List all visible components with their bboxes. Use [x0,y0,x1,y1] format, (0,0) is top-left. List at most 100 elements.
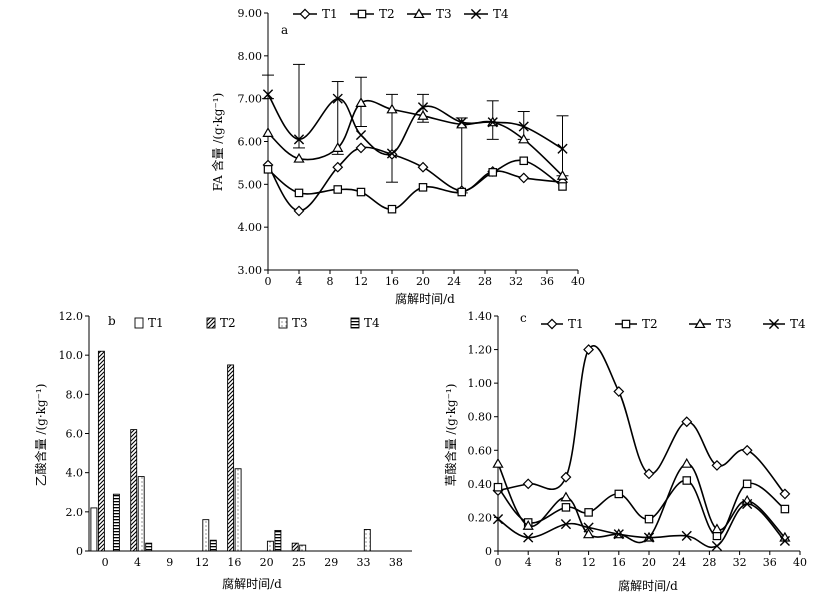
panel-a-point-T2-shape [519,156,529,166]
panel-c-legend-marker-T3-shape [694,318,706,329]
panel-c-point-T4-shape [613,529,624,540]
panel-a-point-T2 [356,187,366,197]
panel-a-point-T4 [332,93,343,104]
panel-c-point-T4 [779,535,790,547]
panel-c-ytick-label: 1.40 [468,310,493,323]
panel-b-letter: b [108,314,116,328]
panel-c-point-T3-shape [681,457,693,468]
panel-c-point-T4 [681,530,692,541]
panel-c-point-T3 [711,523,723,534]
panel-b-legend-swatch-T1 [134,317,144,329]
panel-a-legend-label-T4: T4 [493,7,509,21]
panel-c-point-T1-shape [741,444,753,456]
panel-c-ylabel: 草酸含量 /(g·kg⁻¹) [443,384,458,487]
panel-c: c 腐解时间/d 草酸含量 /(g·kg⁻¹) 0 0.20 0.40 0.60 0.8… [443,310,807,593]
panel-c-point-T4 [643,532,655,543]
panel-a-point-T3-shape [332,142,344,152]
panel-c-point-T1 [741,444,753,456]
panel-c-xtick-label: 36 [763,556,777,569]
panel-c-xtick-label: 40 [793,556,807,569]
panel-a-point-T4 [557,143,568,154]
panel-a-legend-marker-T3 [413,8,425,19]
panel-c-legend-label-T1: T1 [568,317,584,331]
panel-c-point-T4 [711,540,723,552]
panel-b-bar-T4 [209,539,217,552]
panel-a-point-T2 [488,168,498,177]
panel-a-point-T3 [386,103,398,114]
panel-a-point-T3-shape [518,133,530,144]
panel-c-point-T3 [522,520,534,530]
panel-a-point-T2-shape [387,204,397,214]
panel-c-point-T1-shape [522,478,534,490]
panel-c-point-T4-shape [643,532,655,543]
panel-b-bar-T4 [112,493,120,552]
panel-c-point-T2-shape [780,504,790,514]
panel-a-point-T4-shape [417,102,429,113]
panel-c-legend-marker-T2-shape [621,319,631,329]
panel-c-ytick-label: 0.20 [468,511,493,524]
panel-c-point-T1-shape [613,386,625,397]
panel-a-point-T2-shape [558,182,567,191]
panel-c-point-T1 [779,488,791,500]
panel-a-xtick-label: 28 [478,275,492,288]
panel-c-point-T4-shape [711,540,723,552]
panel-b-xtick-label: 9 [166,556,173,569]
panel-a-point-T1-shape [355,142,367,154]
panel-c-xtick-label: 12 [582,556,596,569]
panel-b-bar-T3 [202,519,210,552]
panel-c-point-T4-shape [492,514,504,525]
panel-b-xtick-label: 12 [195,556,209,569]
panel-c-point-T1-shape [583,344,595,356]
panel-a-point-T4-shape [355,129,367,141]
panel-a-point-T2 [333,185,343,194]
panel-a-point-T4-shape [557,143,568,154]
panel-c-point-T2-shape [712,531,722,541]
panel-a-point-T4-shape [456,117,467,128]
panel-a-point-T2 [457,187,467,197]
panel-a-legend-label-T1: T1 [322,7,338,21]
panel-c-point-T2 [493,482,503,492]
panel-c-point-T1-shape [779,488,791,500]
panel-c-point-T4-shape [681,530,692,541]
panel-c-point-T1 [681,416,693,428]
panel-a-ytick-label: 3.00 [238,264,263,277]
panel-a-legend-marker-T2 [357,9,367,19]
panel-c-legend-marker-T4-shape [768,318,780,330]
panel-a-point-T2-shape [488,168,498,177]
panel-b-bar-T3 [234,468,242,552]
panel-c-point-T2-shape [682,476,692,485]
panel-c-point-T4 [523,532,534,543]
panel-a-point-T3-shape [417,109,429,120]
panel-c-point-T4 [583,522,594,533]
panel-b-legend-swatch-T4 [350,317,360,329]
panel-c-ytick-label: 0.80 [468,411,493,424]
panel-a-point-T3-shape [386,103,398,114]
panel-c-point-T3 [492,457,504,468]
panel-a-point-T3 [262,127,274,137]
panel-a-legend-marker-T3-shape [413,8,425,19]
panel-c-point-T2 [584,508,593,517]
panel-c-point-T1 [522,478,534,490]
panel-a-point-T2-shape [263,165,273,174]
panel-b-xtick-label: 4 [134,556,141,569]
panel-c-series-line-T4 [497,503,786,549]
panel-c-legend-label-T3: T3 [716,317,732,331]
panel-c-xlabel: 腐解时间/d [618,578,678,593]
panel-b-ytick-label: 10.0 [59,349,84,362]
panel-a-ytick-label: 5.00 [238,178,263,191]
panel-a-point-T1 [518,172,530,184]
panel-a-point-T1-shape [417,161,429,173]
panel-a-point-T2-shape [418,183,428,192]
panel-a-point-T3-shape [293,152,305,163]
panel-c-series-line-T1 [497,345,786,495]
panel-a-point-T3-shape [262,127,274,137]
panel-b-legend-label-T4: T4 [364,316,380,330]
panel-c-legend-label-T4: T4 [790,317,806,331]
panel-a-point-T2-shape [294,188,304,198]
panel-a-xtick-label: 40 [571,275,585,288]
panel-a-series-line-T2 [267,159,563,210]
panel-a-point-T4 [487,117,498,128]
panel-a-point-T2 [558,182,567,191]
panel-b-xtick-label: 29 [324,556,338,569]
panel-c-legend-marker-T3 [694,318,706,329]
